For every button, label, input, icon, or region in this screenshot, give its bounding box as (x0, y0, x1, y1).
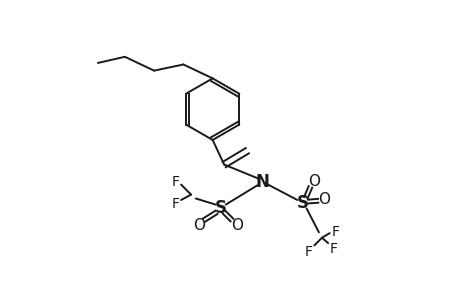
Text: F: F (329, 242, 337, 256)
Text: O: O (231, 218, 243, 233)
Text: F: F (171, 175, 179, 189)
Text: S: S (214, 200, 226, 217)
Text: F: F (303, 244, 312, 259)
Text: S: S (296, 194, 308, 212)
Text: F: F (171, 197, 179, 211)
Text: N: N (255, 172, 269, 190)
Text: O: O (192, 218, 204, 233)
Text: F: F (331, 225, 339, 238)
Text: O: O (308, 174, 319, 189)
Text: O: O (318, 192, 330, 207)
